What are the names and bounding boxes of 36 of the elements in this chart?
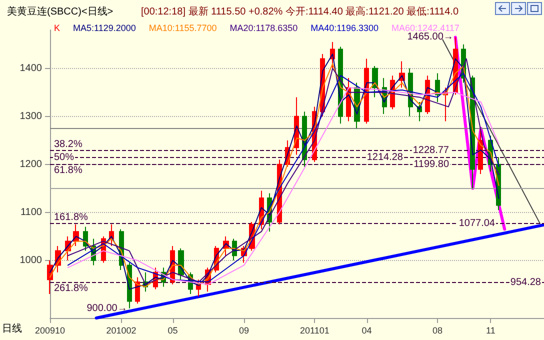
y-tick-label: 1100: [20, 206, 42, 218]
x-tick-label: 201101: [300, 326, 330, 336]
text: MA60:1242.4117: [392, 23, 460, 33]
text: MA10:1155.7700: [148, 23, 217, 33]
ref-line-label: 1199.80: [414, 158, 450, 170]
chart-title: 美黄豆连(SBCC)<日线>: [7, 6, 114, 18]
ref-line-label: 1077.04: [458, 218, 496, 229]
text: 日线: [2, 322, 22, 334]
text: MA5:1129.2000: [73, 23, 136, 33]
y-tick-label: 1400: [20, 62, 42, 74]
x-tick-label: 04: [362, 326, 372, 336]
ref-line-label: 954.28: [510, 276, 542, 288]
annotation: 261.8%: [54, 282, 88, 294]
annotation: 50%: [54, 152, 74, 164]
ref-line-label: 1214.28: [366, 152, 404, 164]
text: MA20:1178.6350: [230, 23, 298, 33]
ref-line-label: 1228.77: [412, 145, 450, 156]
annotation: 161.8%: [54, 212, 88, 223]
text: MA40:1196.3300: [310, 23, 379, 33]
y-tick-label: 1300: [20, 110, 42, 122]
annotation: 1465.00→: [407, 32, 454, 43]
annotation: 900.00→: [86, 302, 128, 314]
x-tick-label: 05: [168, 326, 178, 336]
annotation: 61.8%: [54, 164, 82, 176]
x-tick-label: 201002: [106, 326, 136, 336]
x-tick-label: 09: [239, 326, 250, 336]
x-tick-label: 11: [486, 326, 496, 336]
candlestick: [196, 279, 201, 297]
annotation: 38.2%: [54, 139, 82, 150]
y-tick-label: 1200: [20, 158, 42, 170]
candlestick: [478, 128, 483, 174]
x-tick-label: 200910: [34, 326, 66, 336]
y-tick-label: 1000: [20, 254, 42, 266]
text: K: [54, 23, 60, 33]
x-tick-label: 08: [432, 326, 442, 336]
chart-subtitle: [00:12:18] 最新 1115.50 +0.82% 今开:1114.40 最高:1121.20 最低:1114.0: [141, 6, 459, 18]
